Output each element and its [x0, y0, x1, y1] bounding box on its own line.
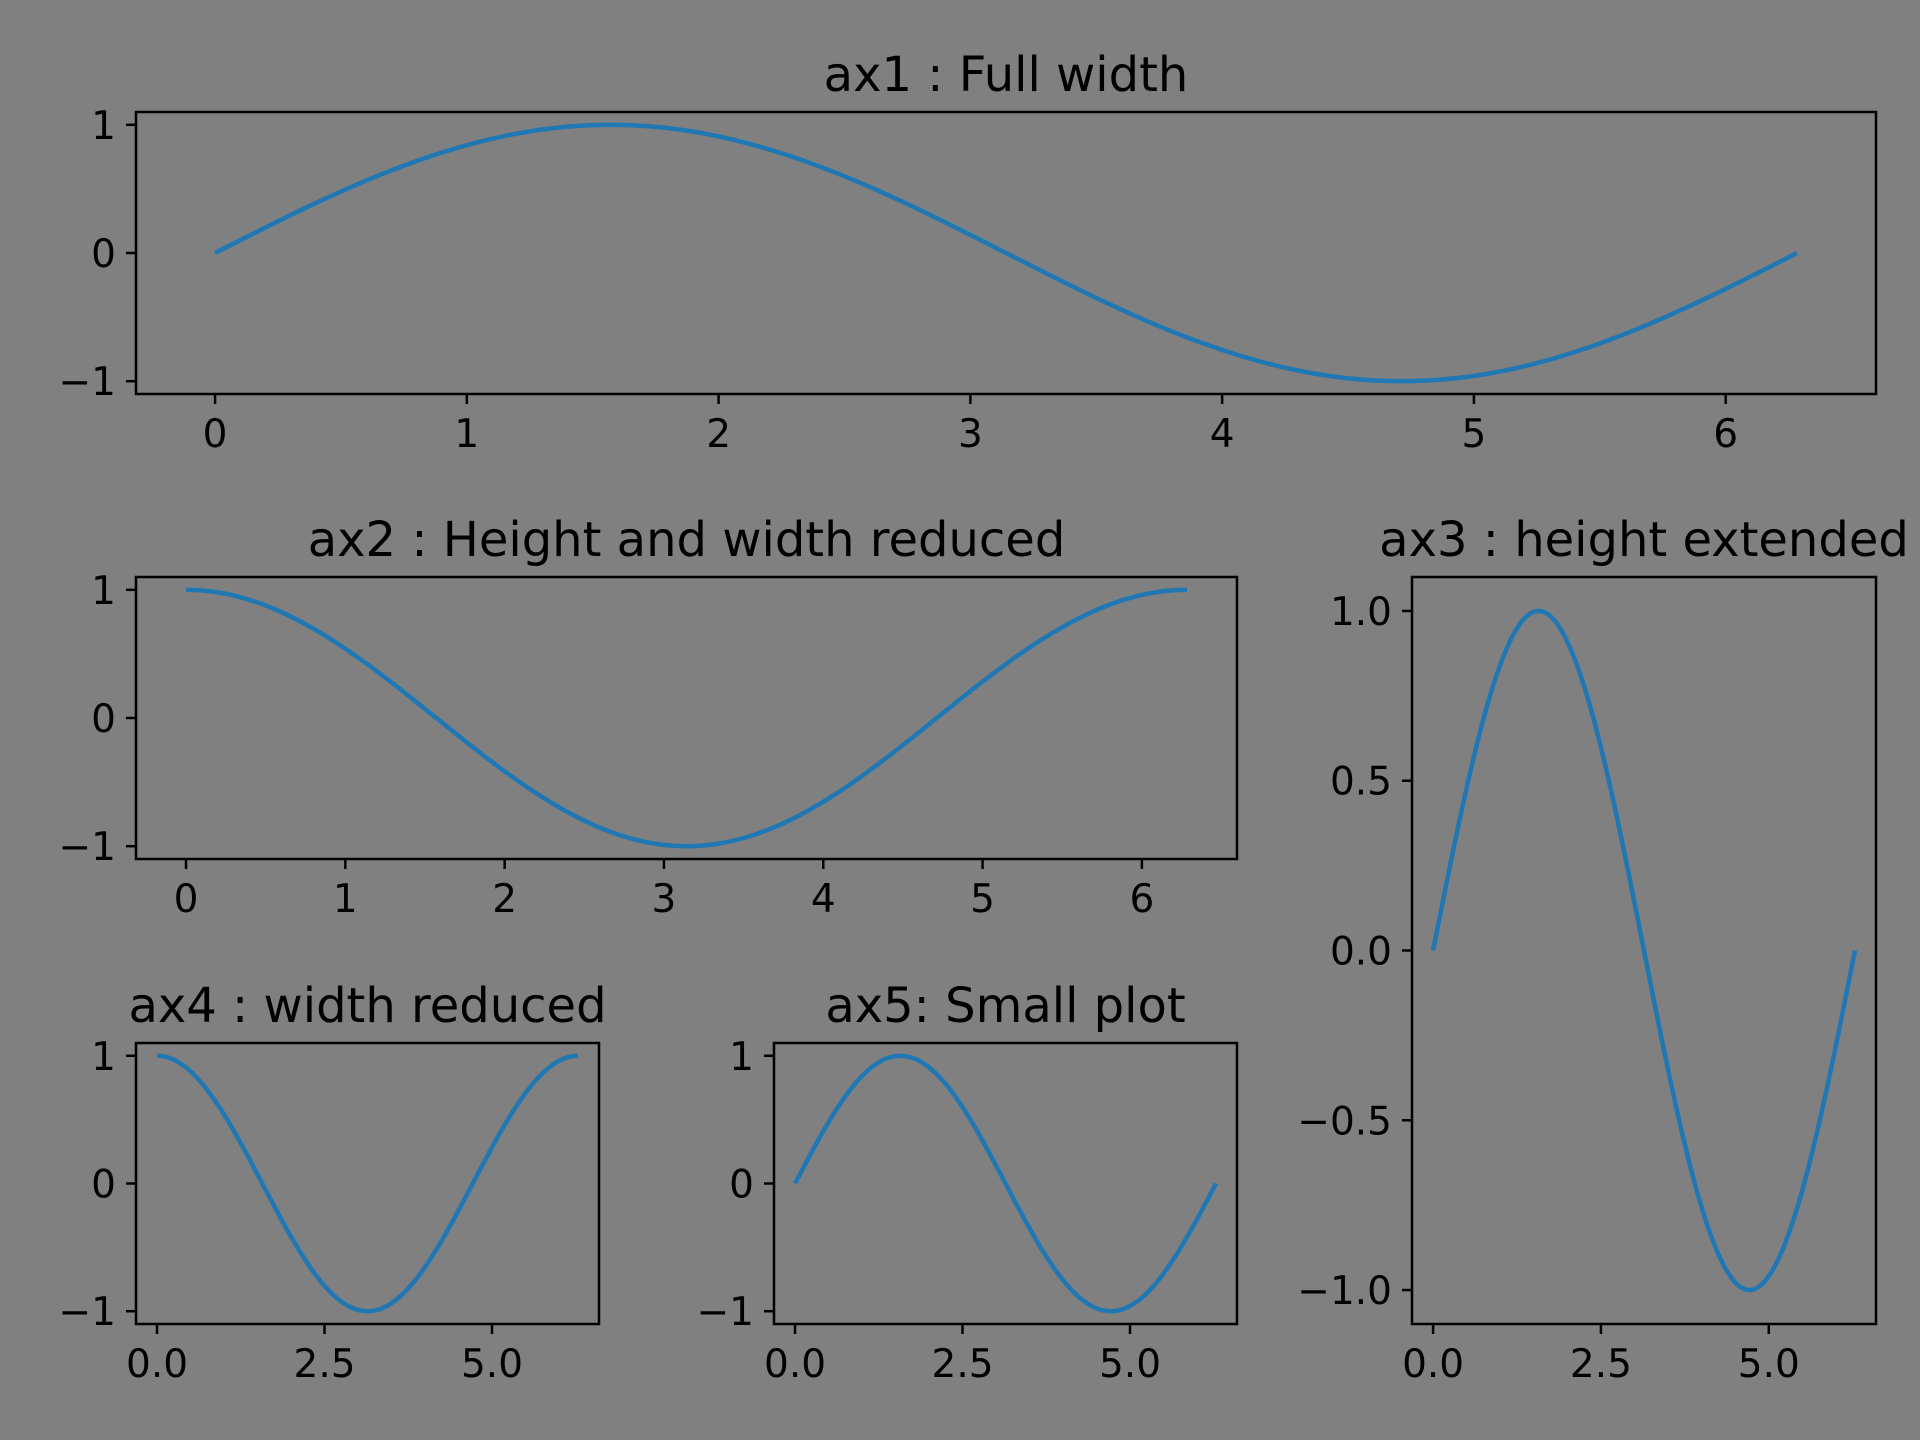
- ax1-y-tick-label: −1: [59, 360, 117, 405]
- ax5-y-tick-label: 1: [729, 1035, 754, 1080]
- ax5-axes: ax5: Small plot 0.0 2.5 5.0 −1 0 1: [697, 978, 1239, 1387]
- ax5-x-tick-label: 0.0: [764, 1342, 826, 1387]
- ax1-axes: ax1 : Full width 0 1 2 3 4 5 6 −1 0 1: [59, 47, 1878, 457]
- ax2-x-tick-label: 1: [333, 877, 358, 922]
- ax4-x-tick-label: 5.0: [461, 1342, 523, 1387]
- ax5-y-tick-label: 0: [729, 1163, 754, 1208]
- ax1-x-tick-label: 2: [706, 412, 731, 457]
- ax1-series-line: [214, 122, 1798, 384]
- ax3-y-tick-label: 0.5: [1330, 760, 1392, 805]
- ax3-y-tick-label: 1.0: [1330, 590, 1392, 635]
- ax3-axes: ax3 : height extended 0.0 2.5 5.0 −1.0 −0.5 0.…: [1297, 512, 1909, 1387]
- ax4-x-tick-label: 2.5: [294, 1342, 356, 1387]
- ax1-title: ax1 : Full width: [824, 47, 1189, 103]
- ax1-y-tick-label: 0: [91, 232, 116, 277]
- ax4-axes: ax4 : width reduced 0.0 2.5 5.0 −1 0 1: [59, 978, 607, 1387]
- ax1-x-tick-label: 0: [203, 412, 228, 457]
- ax5-x-tick-label: 2.5: [932, 1342, 994, 1387]
- ax4-series-line: [156, 1053, 579, 1314]
- ax2-x-tick-label: 2: [492, 877, 517, 922]
- ax5-series-line: [793, 1053, 1218, 1314]
- ax3-y-tick-label: 0.0: [1330, 930, 1392, 975]
- ax2-frame: [134, 575, 1239, 861]
- ax3-y-tick-label: −1.0: [1297, 1269, 1392, 1314]
- ax2-y-tick-label: 0: [91, 697, 116, 742]
- ax2-x-tick-label: 3: [652, 877, 677, 922]
- ax2-title: ax2 : Height and width reduced: [308, 512, 1066, 568]
- ax4-y-tick-label: 1: [91, 1035, 116, 1080]
- ax4-title: ax4 : width reduced: [128, 978, 606, 1034]
- ax3-series-line: [1430, 608, 1858, 1293]
- ax4-y-tick-label: 0: [91, 1163, 116, 1208]
- ax4-y-tick-label: −1: [59, 1290, 117, 1335]
- ax1-x-tick-label: 5: [1462, 412, 1487, 457]
- ax3-x-tick-label: 0.0: [1402, 1342, 1464, 1387]
- ax1-y-tick-label: 1: [91, 104, 116, 149]
- ax2-axes: ax2 : Height and width reduced 0 1 2 3 4 5 6 −1 0…: [59, 512, 1239, 922]
- ax4-x-tick-label: 0.0: [126, 1342, 188, 1387]
- ax1-x-tick-label: 1: [454, 412, 479, 457]
- ax1-x-tick-label: 3: [958, 412, 983, 457]
- ax2-x-tick-label: 6: [1129, 877, 1154, 922]
- ax2-y-tick-label: −1: [59, 825, 117, 870]
- ax5-y-tick-label: −1: [697, 1290, 755, 1335]
- ax3-y-tick-label: −0.5: [1297, 1099, 1392, 1144]
- ax2-x-tick-label: 5: [970, 877, 995, 922]
- ax2-x-tick-label: 4: [811, 877, 836, 922]
- ax3-title: ax3 : height extended: [1379, 512, 1909, 568]
- ax1-x-tick-label: 4: [1210, 412, 1235, 457]
- ax5-title: ax5: Small plot: [825, 978, 1185, 1034]
- ax3-x-tick-label: 2.5: [1570, 1342, 1632, 1387]
- ax5-x-tick-label: 5.0: [1099, 1342, 1161, 1387]
- ax2-x-tick-label: 0: [174, 877, 199, 922]
- ax1-x-tick-label: 6: [1713, 412, 1738, 457]
- ax3-x-tick-label: 5.0: [1738, 1342, 1800, 1387]
- ax2-y-tick-label: 1: [91, 569, 116, 614]
- ax2-series-line: [185, 587, 1188, 849]
